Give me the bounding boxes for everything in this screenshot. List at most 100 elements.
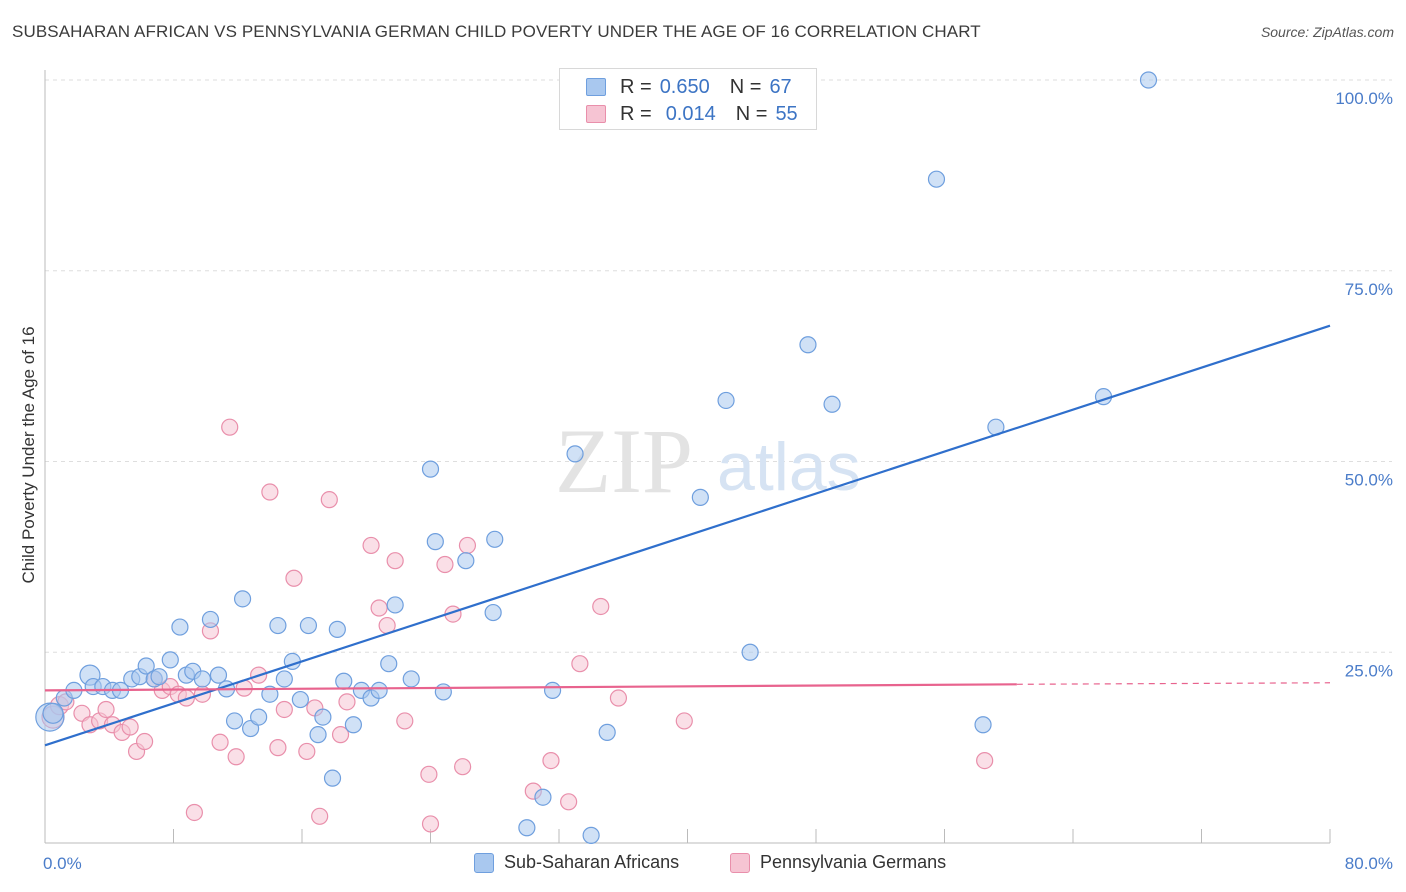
pink-trend-line — [44, 683, 1017, 692]
tick-labels: 25.0% 50.0% 75.0% 100.0% 0.0% 80.0% — [43, 89, 1393, 873]
pink-point — [211, 733, 229, 751]
blue-point — [299, 616, 318, 635]
legend-swatch-pink — [586, 105, 606, 123]
blue-trend-line — [44, 324, 1331, 747]
pink-point — [320, 491, 338, 509]
legend-n-label: N = — [735, 102, 768, 125]
blue-point — [323, 769, 342, 787]
legend-r-label: R = — [620, 102, 652, 125]
blue-point — [434, 683, 452, 701]
bottom-legend-blue: Sub-Saharan Africans — [474, 852, 679, 873]
blue-point — [1139, 71, 1158, 89]
legend-box: R = 0.650 N = 67 R = 0.014 N = 55 — [559, 68, 817, 130]
pink-point — [571, 655, 589, 673]
blue-point — [457, 552, 475, 570]
legend-r-value-pink: 0.014 — [665, 102, 716, 125]
pink-point — [420, 765, 438, 783]
blue-point — [314, 708, 332, 726]
blue-point — [823, 395, 841, 413]
legend-row-blue: R = 0.650 N = 67 — [586, 76, 792, 98]
watermark-atlas: atlas — [717, 429, 861, 505]
pink-point — [421, 815, 440, 833]
y-tick-label: 75.0% — [1345, 280, 1393, 299]
pink-point — [275, 700, 293, 719]
blue-point — [421, 460, 440, 478]
bottom-legend: Sub-Saharan Africans Pennsylvania German… — [0, 852, 1406, 876]
pink-point — [542, 751, 560, 770]
blue-point — [974, 716, 992, 734]
pink-point — [609, 689, 628, 707]
bottom-legend-pink: Pennsylvania Germans — [730, 852, 946, 873]
bottom-legend-label-blue: Sub-Saharan Africans — [504, 852, 680, 872]
blue-point — [225, 712, 244, 730]
blue-point — [799, 336, 817, 354]
blue-point — [137, 657, 155, 675]
legend-r-label: R = — [620, 75, 652, 98]
legend-swatch-blue — [586, 78, 606, 96]
blue-point — [328, 620, 346, 638]
trend-lines — [44, 324, 1331, 747]
blue-point — [309, 726, 327, 744]
blue-point — [518, 819, 536, 837]
blue-point — [927, 170, 946, 188]
pink-point — [454, 758, 472, 776]
x-tick-label-max: 80.0% — [1345, 854, 1393, 873]
blue-point — [543, 681, 562, 700]
pink-point — [396, 712, 414, 730]
pink-series-points — [41, 418, 994, 833]
blue-point — [161, 651, 179, 669]
blue-point — [582, 826, 600, 844]
blue-point — [370, 681, 388, 700]
pink-point — [338, 693, 356, 711]
pink-point — [370, 599, 388, 617]
blue-point — [741, 643, 759, 661]
y-axis-label: Child Poverty Under the Age of 16 — [19, 326, 38, 583]
pink-point — [362, 536, 380, 555]
pink-point — [311, 807, 329, 825]
pink-point — [675, 712, 693, 730]
blue-point — [42, 702, 64, 724]
legend-n-value-pink: 55 — [775, 102, 798, 125]
grid-lines — [45, 79, 1392, 653]
blue-point — [201, 610, 220, 629]
blue-point — [380, 655, 398, 673]
y-tick-label: 100.0% — [1335, 89, 1393, 108]
pink-point — [135, 732, 154, 751]
bottom-legend-swatch-blue — [474, 852, 494, 873]
pink-point — [269, 739, 287, 757]
y-tick-label: 25.0% — [1345, 661, 1393, 680]
blue-point — [269, 616, 287, 635]
pink-point — [227, 748, 245, 766]
blue-point — [209, 666, 228, 684]
legend-r-value-blue: 0.650 — [659, 75, 710, 98]
pink-point — [331, 726, 350, 744]
blue-point — [261, 685, 279, 703]
bottom-legend-swatch-pink — [730, 852, 750, 873]
pink-point — [185, 803, 203, 822]
blue-point — [426, 533, 444, 551]
blue-point — [566, 445, 584, 463]
blue-series-points — [35, 71, 1158, 844]
blue-point — [193, 670, 212, 688]
pink-point — [560, 793, 578, 811]
blue-point — [250, 708, 268, 726]
legend-n-value-blue: 67 — [769, 75, 792, 98]
pink-point — [386, 552, 404, 570]
x-tick-label-min: 0.0% — [43, 854, 82, 873]
blue-point — [598, 723, 616, 741]
blue-point — [233, 590, 252, 608]
blue-point — [484, 603, 502, 622]
pink-point — [121, 718, 139, 736]
pink-point — [458, 536, 477, 555]
bottom-legend-label-pink: Pennsylvania Germans — [760, 852, 947, 872]
pink-point — [221, 418, 239, 436]
pink-point — [261, 483, 279, 501]
blue-point — [335, 672, 353, 690]
chart-title: SUBSAHARAN AFRICAN VS PENNSYLVANIA GERMA… — [12, 22, 981, 41]
blue-point — [150, 668, 168, 686]
y-tick-label: 50.0% — [1345, 471, 1393, 490]
blue-point — [386, 596, 404, 614]
blue-point — [171, 618, 189, 636]
blue-point — [717, 391, 735, 410]
